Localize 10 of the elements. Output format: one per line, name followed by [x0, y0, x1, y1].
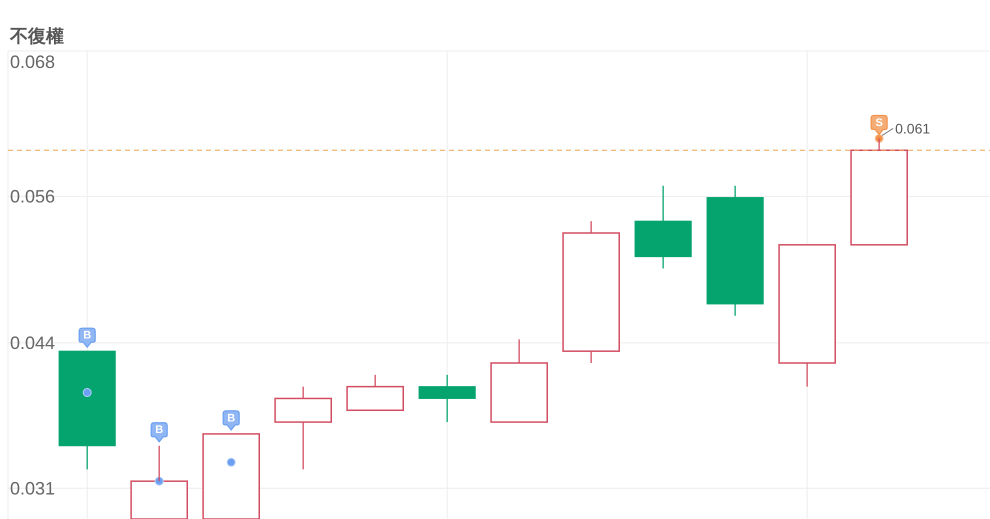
y-tick-label: 0.044: [10, 332, 56, 353]
data-label: 0.061: [895, 120, 930, 136]
text: B: [227, 412, 236, 424]
y-tick-label: 0.068: [10, 52, 56, 72]
y-tick-label: 0.056: [10, 186, 56, 206]
text: B: [155, 424, 164, 436]
y-tick-label: 0.031: [10, 478, 56, 498]
chart-title: 不復權: [9, 26, 64, 46]
series-label: S: [875, 116, 883, 129]
text: B: [83, 330, 92, 342]
